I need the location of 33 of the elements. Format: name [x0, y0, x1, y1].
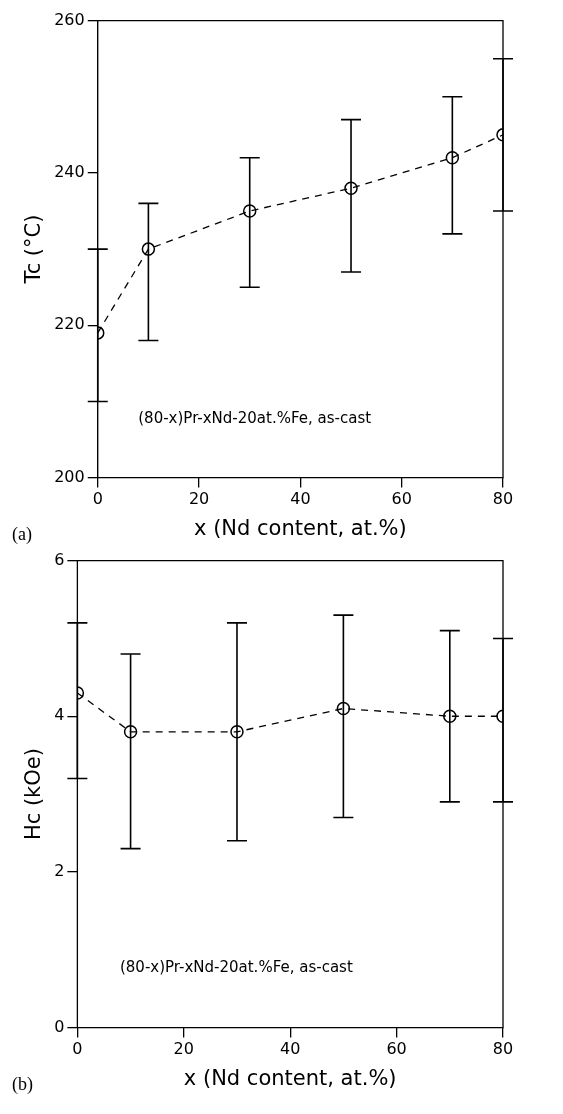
y-tick-label: 220: [54, 314, 85, 334]
point: [344, 181, 358, 195]
point: [336, 701, 351, 716]
x-tick-label: 60: [386, 1039, 407, 1059]
x-tick-label: 80: [492, 489, 514, 509]
x-tick-label: 0: [92, 489, 103, 509]
x-tick-label: 40: [280, 1039, 301, 1059]
x-axis-title: x (Nd content, at.%): [194, 515, 407, 540]
point: [230, 725, 244, 739]
y-tick-label: 4: [54, 705, 65, 725]
annotation: (80-x)Pr-xNd-20at.%Fe, as-cast: [119, 957, 353, 976]
point: [445, 150, 460, 165]
y-tick-label: 240: [54, 162, 85, 182]
y-tick-label: 0: [54, 1016, 65, 1036]
x-tick-label: 80: [492, 1039, 514, 1059]
point: [443, 709, 457, 724]
point: [242, 204, 257, 218]
y-tick-label: 6: [54, 549, 65, 569]
annotation: (80-x)Pr-xNd-20at.%Fe, as-cast: [138, 408, 372, 427]
y-axis-title: Tc (°C): [21, 214, 46, 285]
x-tick-label: 40: [290, 489, 311, 509]
point: [141, 242, 156, 256]
y-tick-label: 2: [54, 861, 65, 881]
x-tick-label: 60: [391, 489, 412, 509]
x-tick-label: 20: [173, 1039, 194, 1059]
x-axis-title: x (Nd content, at.%): [183, 1065, 397, 1090]
x-tick-label: 20: [188, 489, 210, 509]
y-tick-label: 200: [54, 466, 85, 486]
text: (b): [12, 1074, 33, 1095]
y-axis-title: Hc (kOe): [21, 748, 46, 841]
y-tick-label: 260: [54, 9, 85, 29]
text: (a): [12, 524, 32, 545]
point: [123, 725, 138, 739]
